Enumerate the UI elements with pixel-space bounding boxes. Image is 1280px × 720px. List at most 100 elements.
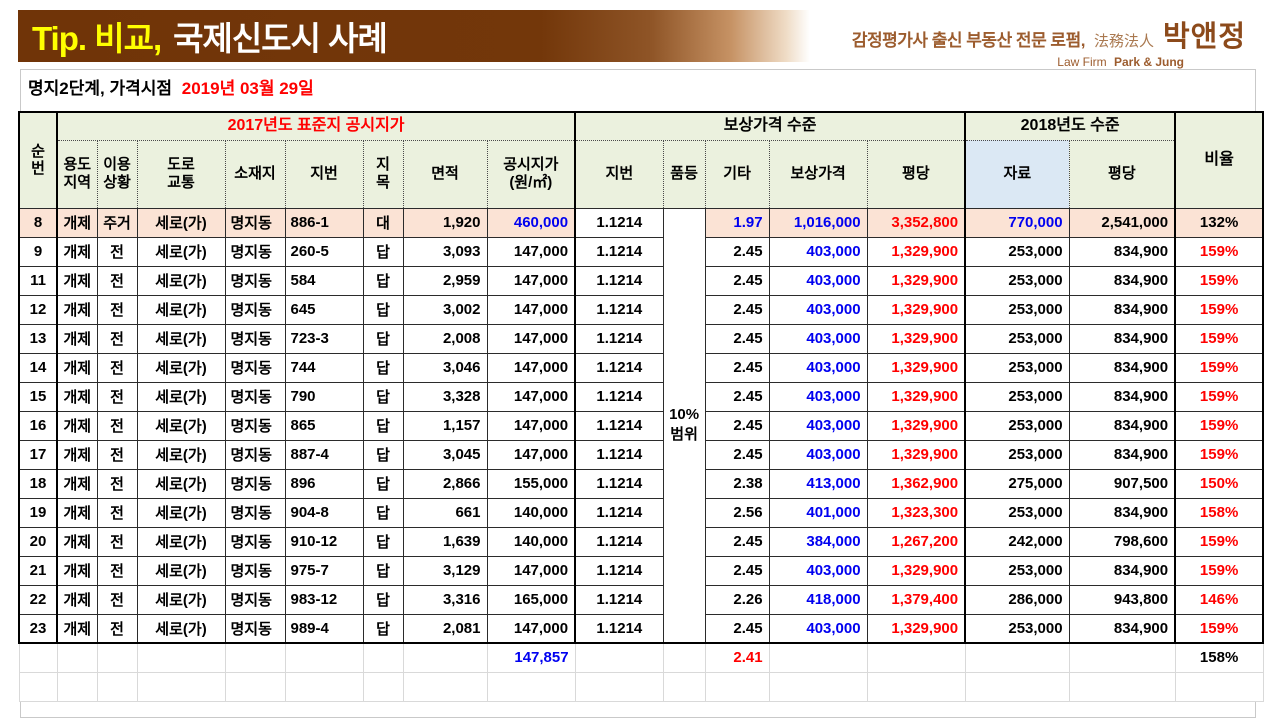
table-cell: 159% [1174,526,1265,557]
logo-firm-en: Law Firm Park & Jung [852,55,1246,69]
table-cell: 834,900 [1068,555,1176,586]
table-cell: 790 [284,381,364,412]
table-cell: 2.45 [704,265,770,296]
table-cell: 23 [18,613,58,644]
header-cell-area: 면적 [402,139,488,209]
table-cell: 886-1 [284,207,364,238]
header-cell-etc: 기타 [704,139,770,209]
table-row: 8 개제 주거 세로(가) 명지동 886-1 대 1,920 460,000 1.1214 10%… [18,207,1265,644]
header-cell-data-2018: 자료 [964,139,1070,209]
table-cell: 253,000 [964,497,1070,528]
table-cell: 답 [362,265,404,296]
table-cell: 403,000 [768,323,868,354]
table-cell: 세로(가) [136,207,226,238]
table-cell: 전 [96,584,138,615]
table-cell: 910-12 [284,526,364,557]
table-cell: 답 [362,497,404,528]
table-cell: 147,000 [486,294,576,325]
table-cell: 253,000 [964,294,1070,325]
table-cell: 명지동 [224,352,286,383]
table-cell: 460,000 [486,207,576,238]
land-price-table: 순 번 2017년도 표준지 공시지가 보상가격 수준 2018년도 수준 비율… [18,111,1265,702]
table-cell: 975-7 [284,555,364,586]
table-row: 13 개제 전 세로(가) 명지동 723-3 답 2,008 147,000 1.1214 2.4… [18,323,1265,354]
table-cell: 개제 [56,439,98,470]
table-cell: 159% [1174,236,1265,267]
table-cell: 명지동 [224,584,286,615]
table-cell: 1,329,900 [866,236,966,267]
table-cell: 명지동 [224,294,286,325]
table-cell: 답 [362,584,404,615]
table-cell: 253,000 [964,613,1070,644]
header-group-2018: 2018년도 수준 [964,111,1176,141]
table-cell: 253,000 [964,236,1070,267]
table-cell: 답 [362,468,404,499]
header-cell-zone: 용도 지역 [56,139,98,209]
table-cell: 403,000 [768,613,868,644]
table-cell: 146% [1174,584,1265,615]
table-cell: 3,002 [402,294,488,325]
table-cell [96,671,138,702]
table-cell: 1.1214 [574,207,664,238]
table-cell: 2.45 [704,323,770,354]
table-cell: 개제 [56,236,98,267]
header-cell-official-price: 공시지가 (원/㎡) [486,139,576,209]
table-cell: 1.1214 [574,265,664,296]
table-cell: 17 [18,439,58,470]
table-cell [768,642,868,673]
table-cell: 661 [402,497,488,528]
table-cell: 418,000 [768,584,868,615]
table-cell: 403,000 [768,439,868,470]
table-cell: 2.41 [704,642,770,673]
table-cell: 21 [18,555,58,586]
table-cell: 전 [96,236,138,267]
table-cell: 887-4 [284,439,364,470]
header-cell-no: 순 번 [18,111,58,209]
table-cell: 18 [18,468,58,499]
table-cell: 159% [1174,381,1265,412]
table-body: 8 개제 주거 세로(가) 명지동 886-1 대 1,920 460,000 1.1214 10%… [18,207,1265,702]
table-cell: 답 [362,410,404,441]
table-cell [284,642,364,673]
table-cell [18,671,58,702]
table-cell: 2.45 [704,294,770,325]
table-cell: 904-8 [284,497,364,528]
table-cell: 2,081 [402,613,488,644]
table-cell: 명지동 [224,265,286,296]
table-cell: 896 [284,468,364,499]
table-cell: 주거 [96,207,138,238]
table-cell: 2.26 [704,584,770,615]
table-cell: 2.45 [704,613,770,644]
table-row: 19 개제 전 세로(가) 명지동 904-8 답 661 140,000 1.1214 2.56 4… [18,497,1265,528]
table-cell: 명지동 [224,613,286,644]
table-cell: 1,329,900 [866,439,966,470]
table-row: 15 개제 전 세로(가) 명지동 790 답 3,328 147,000 1.1214 2.45 4… [18,381,1265,412]
table-cell: 150% [1174,468,1265,499]
table-cell: 645 [284,294,364,325]
table-cell [1068,642,1176,673]
table-cell: 155,000 [486,468,576,499]
table-cell: 전 [96,352,138,383]
logo-tagline: 감정평가사 출신 부동산 전문 로펌, [851,31,1086,50]
table-cell: 865 [284,410,364,441]
table-cell: 세로(가) [136,236,226,267]
table-cell: 답 [362,526,404,557]
table-cell: 개제 [56,613,98,644]
table-cell: 253,000 [964,555,1070,586]
table-cell: 834,900 [1068,381,1176,412]
table-cell: 1,329,900 [866,381,966,412]
table-cell: 834,900 [1068,294,1176,325]
table-cell: 답 [362,236,404,267]
table-cell: 403,000 [768,294,868,325]
table-cell: 3,129 [402,555,488,586]
table-cell [574,671,664,702]
table-cell: 개제 [56,294,98,325]
table-cell: 403,000 [768,555,868,586]
table-row: 12 개제 전 세로(가) 명지동 645 답 3,002 147,000 1.1214 2.45 4… [18,294,1265,325]
table-cell: 14 [18,352,58,383]
table-cell: 147,000 [486,381,576,412]
table-cell: 19 [18,497,58,528]
table-cell: 명지동 [224,410,286,441]
table-cell: 147,000 [486,410,576,441]
table-header-group-row: 순 번 2017년도 표준지 공시지가 보상가격 수준 2018년도 수준 비율 [18,111,1265,209]
